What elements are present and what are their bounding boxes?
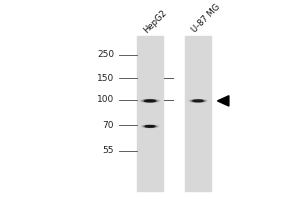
Ellipse shape [146, 126, 154, 127]
Ellipse shape [142, 100, 158, 102]
Ellipse shape [190, 100, 206, 102]
Ellipse shape [144, 100, 156, 102]
Ellipse shape [142, 125, 158, 127]
Text: 100: 100 [97, 95, 114, 104]
Ellipse shape [146, 126, 154, 127]
Text: 150: 150 [97, 74, 114, 83]
Text: HepG2: HepG2 [142, 8, 169, 35]
Ellipse shape [143, 100, 157, 102]
Text: U-87 MG: U-87 MG [190, 3, 222, 35]
Ellipse shape [195, 100, 201, 101]
Ellipse shape [146, 100, 154, 101]
Ellipse shape [145, 100, 155, 102]
Text: 70: 70 [103, 121, 114, 130]
Ellipse shape [147, 126, 153, 127]
Ellipse shape [142, 100, 158, 102]
Ellipse shape [148, 126, 152, 127]
Ellipse shape [144, 125, 156, 127]
Ellipse shape [145, 126, 155, 127]
Bar [185, 36, 211, 191]
Ellipse shape [143, 100, 157, 102]
Text: 250: 250 [97, 50, 114, 59]
Ellipse shape [146, 126, 154, 127]
Ellipse shape [144, 125, 156, 127]
Polygon shape [218, 96, 229, 106]
Ellipse shape [145, 100, 155, 102]
Ellipse shape [193, 100, 203, 102]
Ellipse shape [146, 100, 154, 102]
Ellipse shape [194, 100, 202, 102]
Ellipse shape [193, 100, 203, 102]
Ellipse shape [192, 100, 204, 102]
Ellipse shape [194, 100, 202, 101]
Ellipse shape [147, 126, 153, 127]
Text: 55: 55 [103, 146, 114, 155]
Ellipse shape [148, 126, 152, 127]
Ellipse shape [191, 100, 205, 102]
Ellipse shape [147, 100, 153, 101]
Ellipse shape [190, 100, 206, 102]
Bar [137, 36, 163, 191]
Ellipse shape [193, 100, 203, 102]
Ellipse shape [143, 125, 157, 127]
